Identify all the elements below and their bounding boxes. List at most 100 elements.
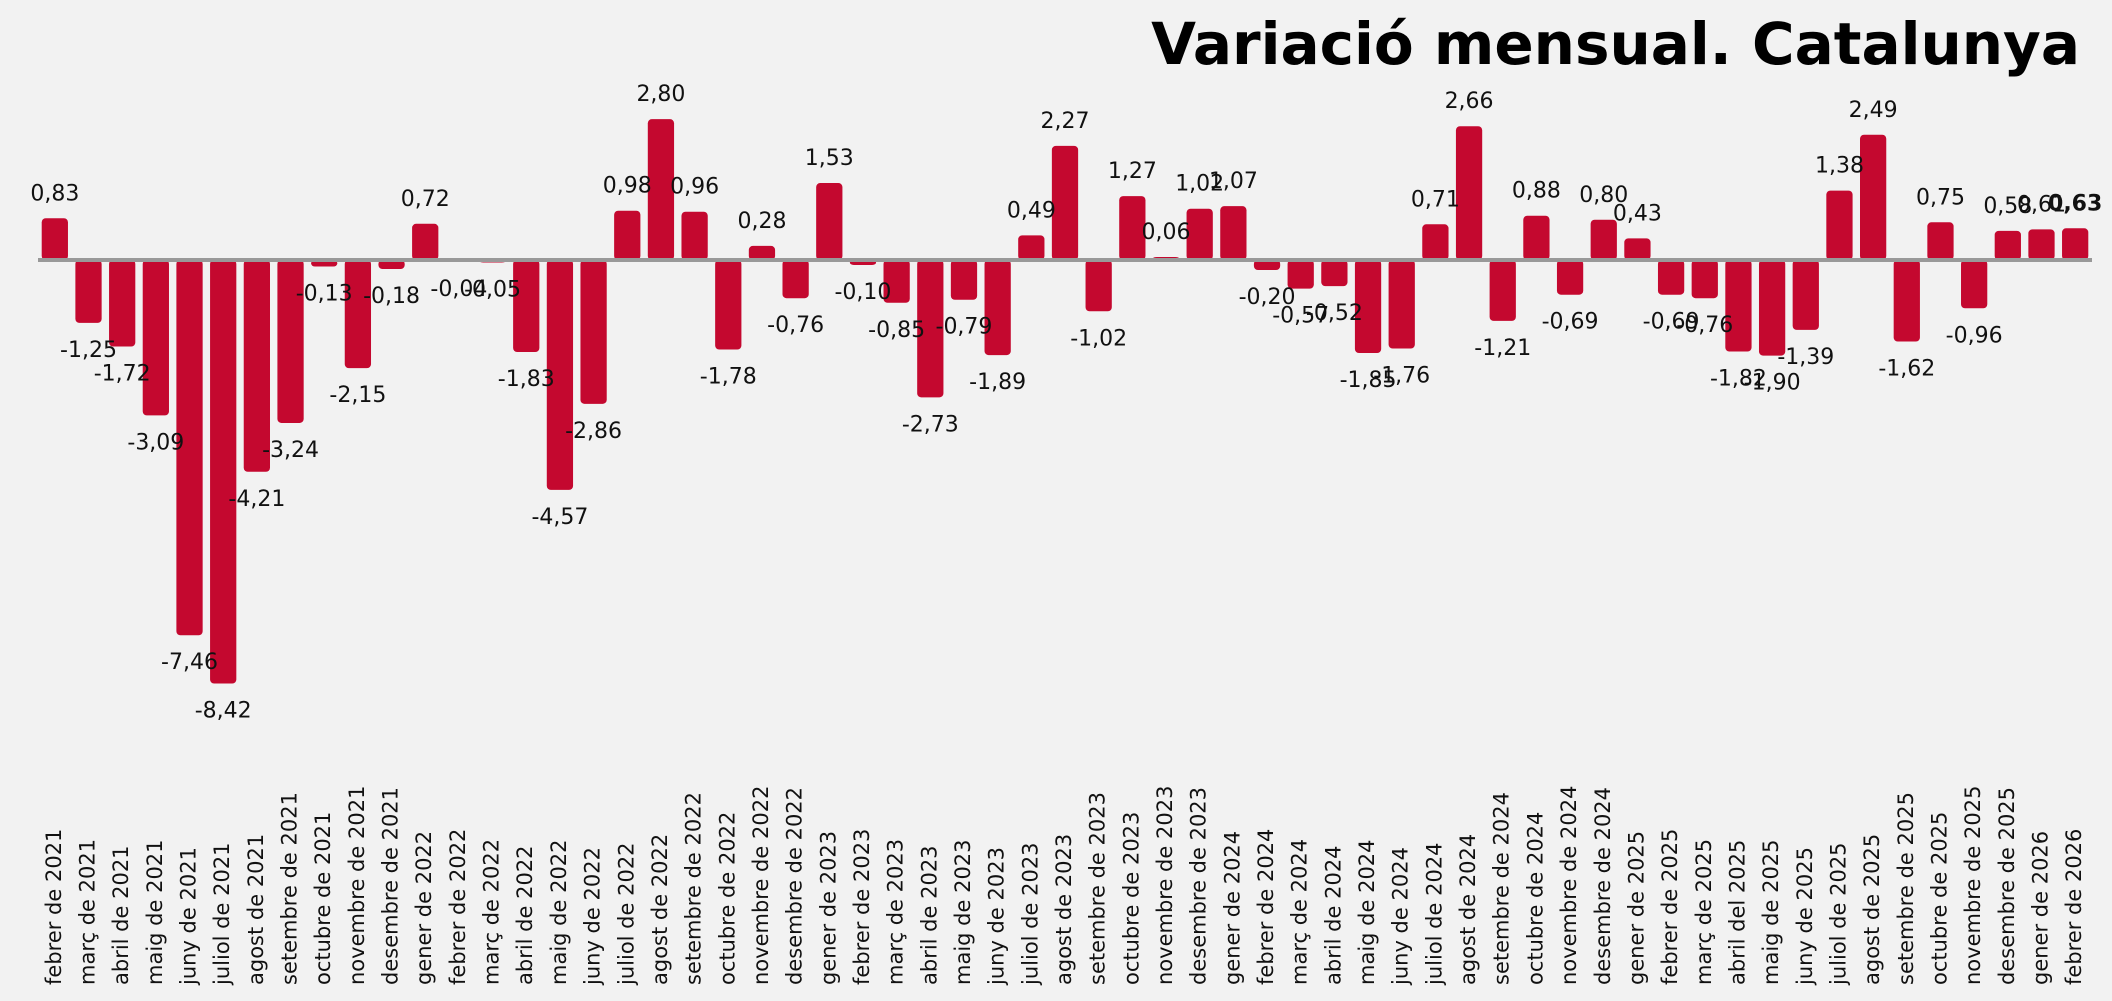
x-tick-label: octubre de 2022 [715,812,739,985]
value-label: -2,73 [902,412,959,437]
x-tick-label: novembre de 2022 [749,786,773,985]
x-tick-label: juliol de 2022 [614,842,638,986]
x-tick-label: març de 2023 [884,839,908,985]
bar [210,260,237,684]
value-label: -8,42 [195,699,252,724]
x-tick-label: maig de 2021 [143,839,167,985]
value-label: -1,25 [60,338,117,363]
x-tick-label: febrer de 2024 [1254,829,1278,985]
value-label: 0,98 [603,174,652,199]
bar [109,260,136,347]
x-tick-label: desembre de 2022 [783,787,807,985]
bar [1018,235,1045,260]
bar [782,260,809,299]
value-label: 0,71 [1411,187,1460,212]
x-tick-label: febrer de 2026 [2062,829,2086,985]
value-label: -0,18 [363,284,420,309]
bar [1455,126,1483,261]
bar [647,119,675,260]
bar [1388,260,1415,349]
x-tick-label: agost de 2024 [1456,834,1480,985]
value-label: 0,72 [401,187,450,212]
chart-title: Variació mensual. Catalunya [1151,10,2080,78]
x-tick-label: abril del 2025 [1725,840,1749,985]
bar [1758,260,1786,356]
value-label: -0,76 [767,313,824,338]
value-label: -2,15 [329,383,386,408]
value-label: 0,43 [1613,201,1662,226]
value-label: -0,13 [296,282,353,307]
x-tick-label: agost de 2023 [1052,834,1076,985]
bar [1085,260,1112,312]
value-label: 1,38 [1815,154,1864,179]
bar [1624,238,1651,260]
value-label: -0,04 [430,277,487,302]
x-tick-label: maig de 2024 [1355,839,1379,985]
x-tick-label: octubre de 2025 [1927,812,1951,985]
bar [816,183,843,260]
bar [1725,260,1752,352]
x-tick-label: febrer de 2022 [446,829,470,985]
value-label: -1,78 [700,365,757,390]
x-tick-label: gener de 2025 [1624,831,1648,985]
x-tick-label: maig de 2023 [951,839,975,985]
x-tick-label: juny de 2021 [177,847,201,986]
value-label: 1,02 [1175,172,1224,197]
bar [1220,206,1247,260]
value-label: 0,61 [2017,192,2066,217]
x-tick-label: març de 2022 [480,839,504,985]
bar [1657,260,1685,295]
bar [1523,215,1550,260]
value-label: -1,72 [94,362,151,387]
value-label: 1,07 [1209,169,1258,194]
x-tick-label: octubre de 2023 [1119,812,1143,985]
x-tick-label: octubre de 2024 [1523,812,1547,985]
value-label: -1,21 [1474,336,1531,361]
x-tick-label: desembre de 2021 [379,787,403,985]
bar [1354,260,1382,354]
value-label: 2,66 [1445,89,1494,114]
value-label: 0,49 [1007,198,1056,223]
bar [1792,260,1819,330]
value-label: -3,09 [127,430,184,455]
bar [1253,260,1281,271]
bar [715,260,742,350]
value-label: -0,96 [1946,323,2003,348]
x-tick-label: gener de 2026 [2028,831,2052,985]
bar [748,245,776,260]
bar [1590,219,1617,260]
bar [378,260,405,270]
x-tick-label: juliol de 2024 [1422,842,1446,986]
bar [1556,260,1584,295]
x-tick-label: novembre de 2025 [1961,786,1985,985]
bar [41,218,68,260]
x-tick-label: novembre de 2023 [1153,786,1177,985]
bar [984,260,1011,356]
x-tick-label: febrer de 2021 [42,829,66,985]
x-tick-label: febrer de 2023 [850,829,874,985]
bar [1051,145,1079,260]
x-tick-label: desembre de 2024 [1591,787,1615,985]
bar [580,260,607,404]
x-tick-label: juny de 2024 [1389,847,1413,986]
value-label: -1,89 [969,370,1026,395]
x-tick-label: setembre de 2022 [682,792,706,985]
bar [1994,230,2021,260]
x-tick-label: gener de 2024 [1220,831,1244,985]
value-label: -1,62 [1878,356,1935,381]
x-tick-label: març de 2021 [76,839,100,985]
bar [1186,208,1213,260]
bar [1826,190,1853,260]
value-label: -0,76 [1676,313,1733,338]
bar [1859,134,1887,260]
x-tick-label: octubre de 2021 [311,812,335,985]
bar [1119,196,1146,260]
x-tick-label: novembre de 2021 [345,786,369,985]
value-label: -1,90 [1744,371,1801,396]
x-tick-label: juny de 2022 [581,847,605,986]
x-tick-label: desembre de 2025 [1995,787,2019,985]
value-label: 0,88 [1512,179,1561,204]
x-tick-label: agost de 2021 [244,834,268,985]
bar [1422,224,1449,260]
x-tick-label: febrer de 2025 [1658,829,1682,985]
